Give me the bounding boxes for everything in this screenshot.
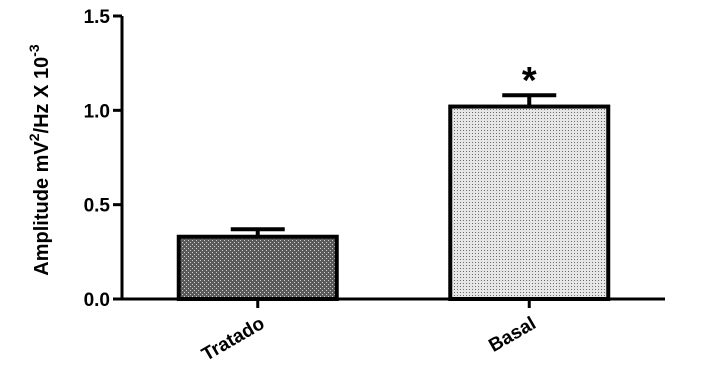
significance-asterisk: * <box>522 60 537 102</box>
svg-text:Amplitude mV2/Hz X 10-3: Amplitude mV2/Hz X 10-3 <box>26 44 53 276</box>
y-tick-label: 1.5 <box>84 7 111 28</box>
y-tick-label: 0.0 <box>84 290 110 311</box>
x-tick-label-tratado: Tratado <box>198 313 268 365</box>
x-axis: Tratado Basal <box>122 297 665 366</box>
x-tick-label-basal: Basal <box>485 313 539 357</box>
error-bars: * <box>230 60 557 237</box>
y-axis-title: Amplitude mV2/Hz X 10-3 <box>26 44 53 276</box>
bars <box>176 104 611 302</box>
bar-basal <box>448 104 611 301</box>
y-axis-title-middle: /Hz X 10 <box>31 57 53 134</box>
y-axis: 0.0 0.5 1.0 1.5 <box>84 7 124 311</box>
bar-tratado <box>176 234 339 302</box>
y-tick-label: 0.5 <box>84 196 111 217</box>
y-axis-title-prefix: Amplitude mV <box>31 141 53 276</box>
y-axis-title-exp1: 2 <box>26 133 42 141</box>
y-tick-label: 1.0 <box>84 101 110 122</box>
y-axis-title-exp2: -3 <box>26 44 42 57</box>
